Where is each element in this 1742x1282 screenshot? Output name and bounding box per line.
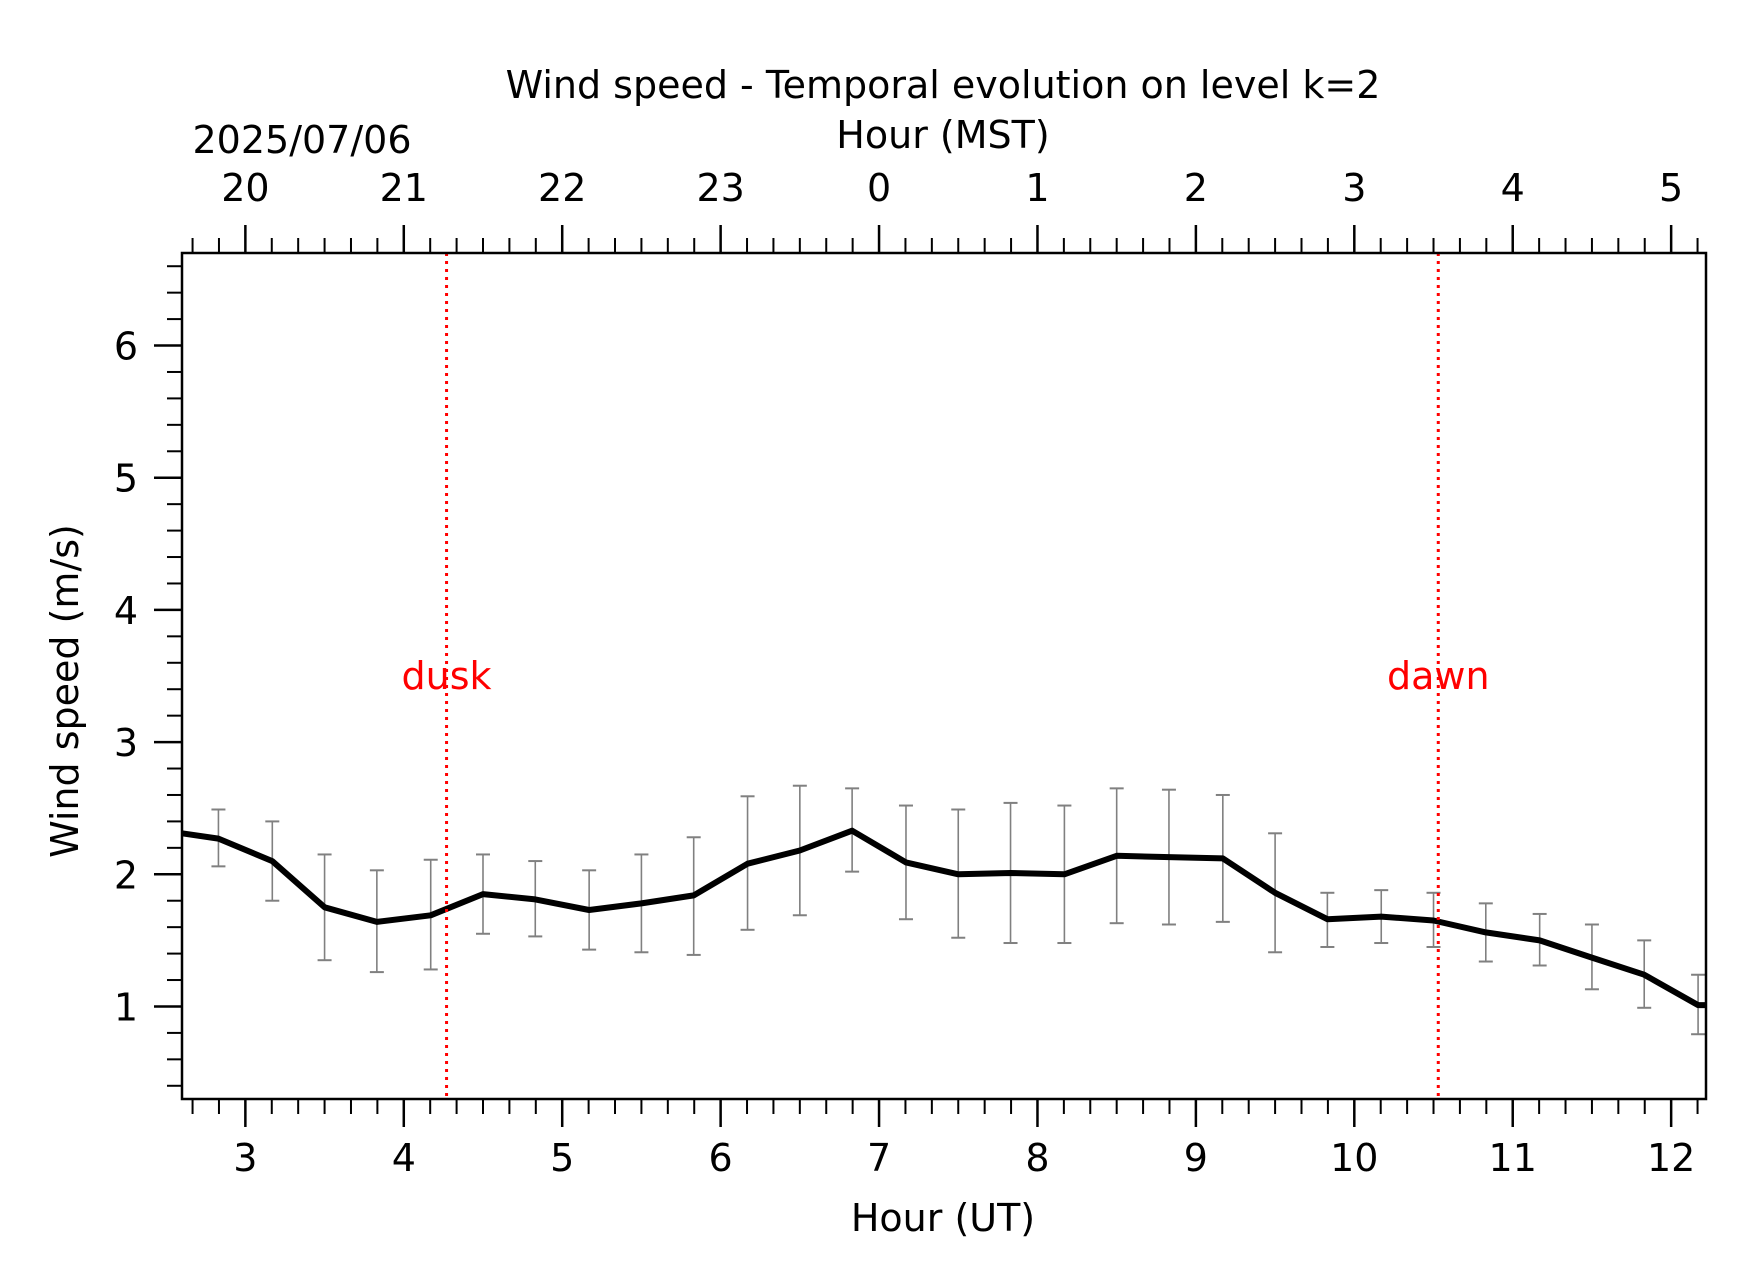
y-tick-label: 6	[114, 325, 138, 369]
x-tick-label: 4	[392, 1136, 416, 1180]
plot-area	[154, 225, 1706, 1127]
x-tick-label: 6	[709, 1136, 733, 1180]
x2-tick-label: 3	[1342, 166, 1366, 210]
y-tick-label: 5	[114, 457, 138, 501]
x-tick-label: 12	[1647, 1136, 1695, 1180]
dusk-label: dusk	[402, 654, 492, 698]
y-tick-label: 2	[114, 853, 138, 897]
x2-tick-label: 5	[1659, 166, 1683, 210]
date-label: 2025/07/06	[192, 118, 411, 162]
x2-axis-title: Hour (MST)	[836, 113, 1049, 157]
x2-tick-label: 0	[867, 166, 891, 210]
x-tick-label: 8	[1025, 1136, 1049, 1180]
x2-tick-label: 23	[696, 166, 744, 210]
y-axis-title: Wind speed (m/s)	[43, 524, 87, 858]
chart-title: Wind speed - Temporal evolution on level…	[506, 63, 1381, 107]
y-tick-label: 1	[114, 985, 138, 1029]
x2-tick-label: 2	[1184, 166, 1208, 210]
x-tick-label: 3	[233, 1136, 257, 1180]
y-tick-label: 3	[114, 721, 138, 765]
x-tick-label: 7	[867, 1136, 891, 1180]
x-tick-label: 10	[1330, 1136, 1378, 1180]
x2-tick-label: 22	[538, 166, 586, 210]
x-axis-title: Hour (UT)	[851, 1196, 1035, 1240]
x-tick-label: 9	[1184, 1136, 1208, 1180]
wind-speed-line	[181, 827, 1706, 1009]
x2-tick-label: 21	[380, 166, 428, 210]
y-tick-label: 4	[114, 589, 138, 633]
dawn-label: dawn	[1387, 654, 1490, 698]
x2-tick-label: 4	[1501, 166, 1525, 210]
x2-tick-label: 1	[1025, 166, 1049, 210]
x-tick-label: 11	[1489, 1136, 1537, 1180]
x-tick-label: 5	[550, 1136, 574, 1180]
plot-frame	[180, 251, 1708, 1101]
x2-tick-label: 20	[221, 166, 269, 210]
